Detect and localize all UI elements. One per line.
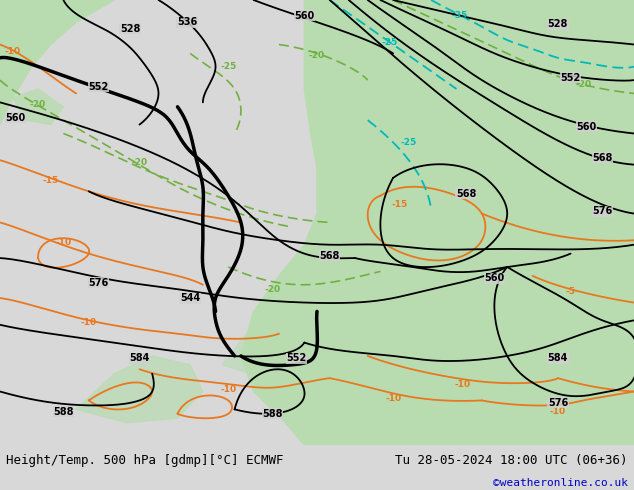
Text: -10: -10 xyxy=(385,393,401,403)
Text: Height/Temp. 500 hPa [gdmp][°C] ECMWF: Height/Temp. 500 hPa [gdmp][°C] ECMWF xyxy=(6,454,284,467)
Polygon shape xyxy=(241,0,634,445)
Text: 560: 560 xyxy=(576,122,597,132)
Polygon shape xyxy=(13,89,63,124)
Text: -10: -10 xyxy=(550,407,566,416)
Text: -25: -25 xyxy=(220,62,236,71)
Text: -25: -25 xyxy=(401,138,417,147)
Polygon shape xyxy=(76,356,203,423)
Text: -20: -20 xyxy=(264,285,281,294)
Text: 588: 588 xyxy=(262,409,283,419)
Text: 576: 576 xyxy=(88,277,108,288)
Polygon shape xyxy=(0,0,114,124)
Text: -15: -15 xyxy=(42,176,59,185)
Text: -15: -15 xyxy=(391,200,408,209)
Text: 528: 528 xyxy=(120,24,140,34)
Text: 560: 560 xyxy=(6,113,26,123)
Text: 560: 560 xyxy=(294,11,314,21)
Text: ©weatheronline.co.uk: ©weatheronline.co.uk xyxy=(493,478,628,488)
Text: -10: -10 xyxy=(55,238,72,247)
Text: -10: -10 xyxy=(455,380,471,390)
Text: -20: -20 xyxy=(309,51,325,60)
Text: 552: 552 xyxy=(88,82,108,92)
Text: -25: -25 xyxy=(382,38,398,47)
Text: 552: 552 xyxy=(560,73,581,83)
Text: 536: 536 xyxy=(177,17,197,27)
Text: Tu 28-05-2024 18:00 UTC (06+36): Tu 28-05-2024 18:00 UTC (06+36) xyxy=(395,454,628,467)
Text: 576: 576 xyxy=(592,206,612,217)
Text: 568: 568 xyxy=(456,189,476,198)
Text: -35: -35 xyxy=(451,11,468,20)
Text: 552: 552 xyxy=(287,353,307,363)
Text: -20: -20 xyxy=(575,80,592,89)
Text: -20: -20 xyxy=(30,100,46,109)
Text: -10: -10 xyxy=(81,318,97,327)
Polygon shape xyxy=(222,325,304,378)
Text: -10: -10 xyxy=(4,47,21,56)
Text: 584: 584 xyxy=(129,353,150,363)
Text: -20: -20 xyxy=(131,158,148,167)
Text: 568: 568 xyxy=(592,153,612,163)
Text: 528: 528 xyxy=(548,20,568,29)
Text: 588: 588 xyxy=(53,407,74,416)
Text: -10: -10 xyxy=(220,385,236,394)
Text: 584: 584 xyxy=(548,353,568,363)
Text: 560: 560 xyxy=(484,273,505,283)
Text: 568: 568 xyxy=(320,251,340,261)
Text: 576: 576 xyxy=(548,398,568,408)
Text: 544: 544 xyxy=(180,293,200,303)
Text: -5: -5 xyxy=(566,287,576,296)
